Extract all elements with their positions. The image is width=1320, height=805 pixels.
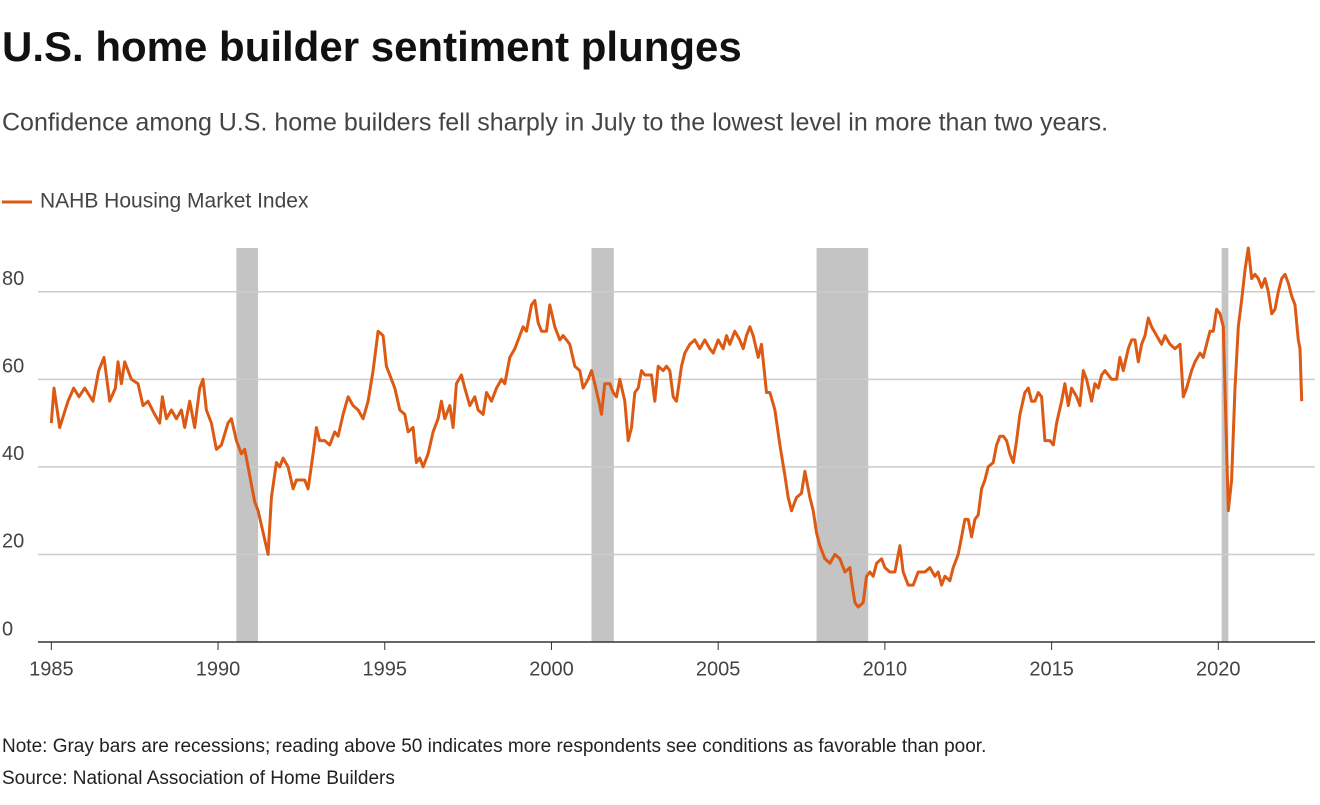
- recession-band: [236, 248, 259, 642]
- x-tick-label: 2020: [1196, 658, 1241, 680]
- source: Source: National Association of Home Bui…: [2, 768, 395, 789]
- chart-subtitle: Confidence among U.S. home builders fell…: [2, 109, 1108, 137]
- y-tick-label: 0: [2, 618, 13, 640]
- x-tick-label: 2005: [696, 658, 741, 680]
- x-tick-label: 1995: [363, 658, 408, 680]
- recession-band: [591, 248, 614, 642]
- y-tick-label: 20: [2, 531, 24, 553]
- y-tick-label: 80: [2, 268, 24, 290]
- x-tick-label: 2015: [1029, 658, 1074, 680]
- note: Note: Gray bars are recessions; reading …: [2, 736, 986, 757]
- series-line: [49, 246, 1304, 609]
- legend-label: NAHB Housing Market Index: [40, 190, 309, 213]
- recession-band: [816, 248, 869, 642]
- recession-band: [1221, 248, 1229, 642]
- y-tick-label: 40: [2, 443, 24, 465]
- x-tick-label: 1985: [29, 658, 74, 680]
- y-tick-label: 60: [2, 356, 24, 378]
- x-tick-label: 2010: [863, 658, 908, 680]
- x-tick-label: 1990: [196, 658, 241, 680]
- x-tick-label: 2000: [529, 658, 574, 680]
- chart-title: U.S. home builder sentiment plunges: [2, 23, 742, 70]
